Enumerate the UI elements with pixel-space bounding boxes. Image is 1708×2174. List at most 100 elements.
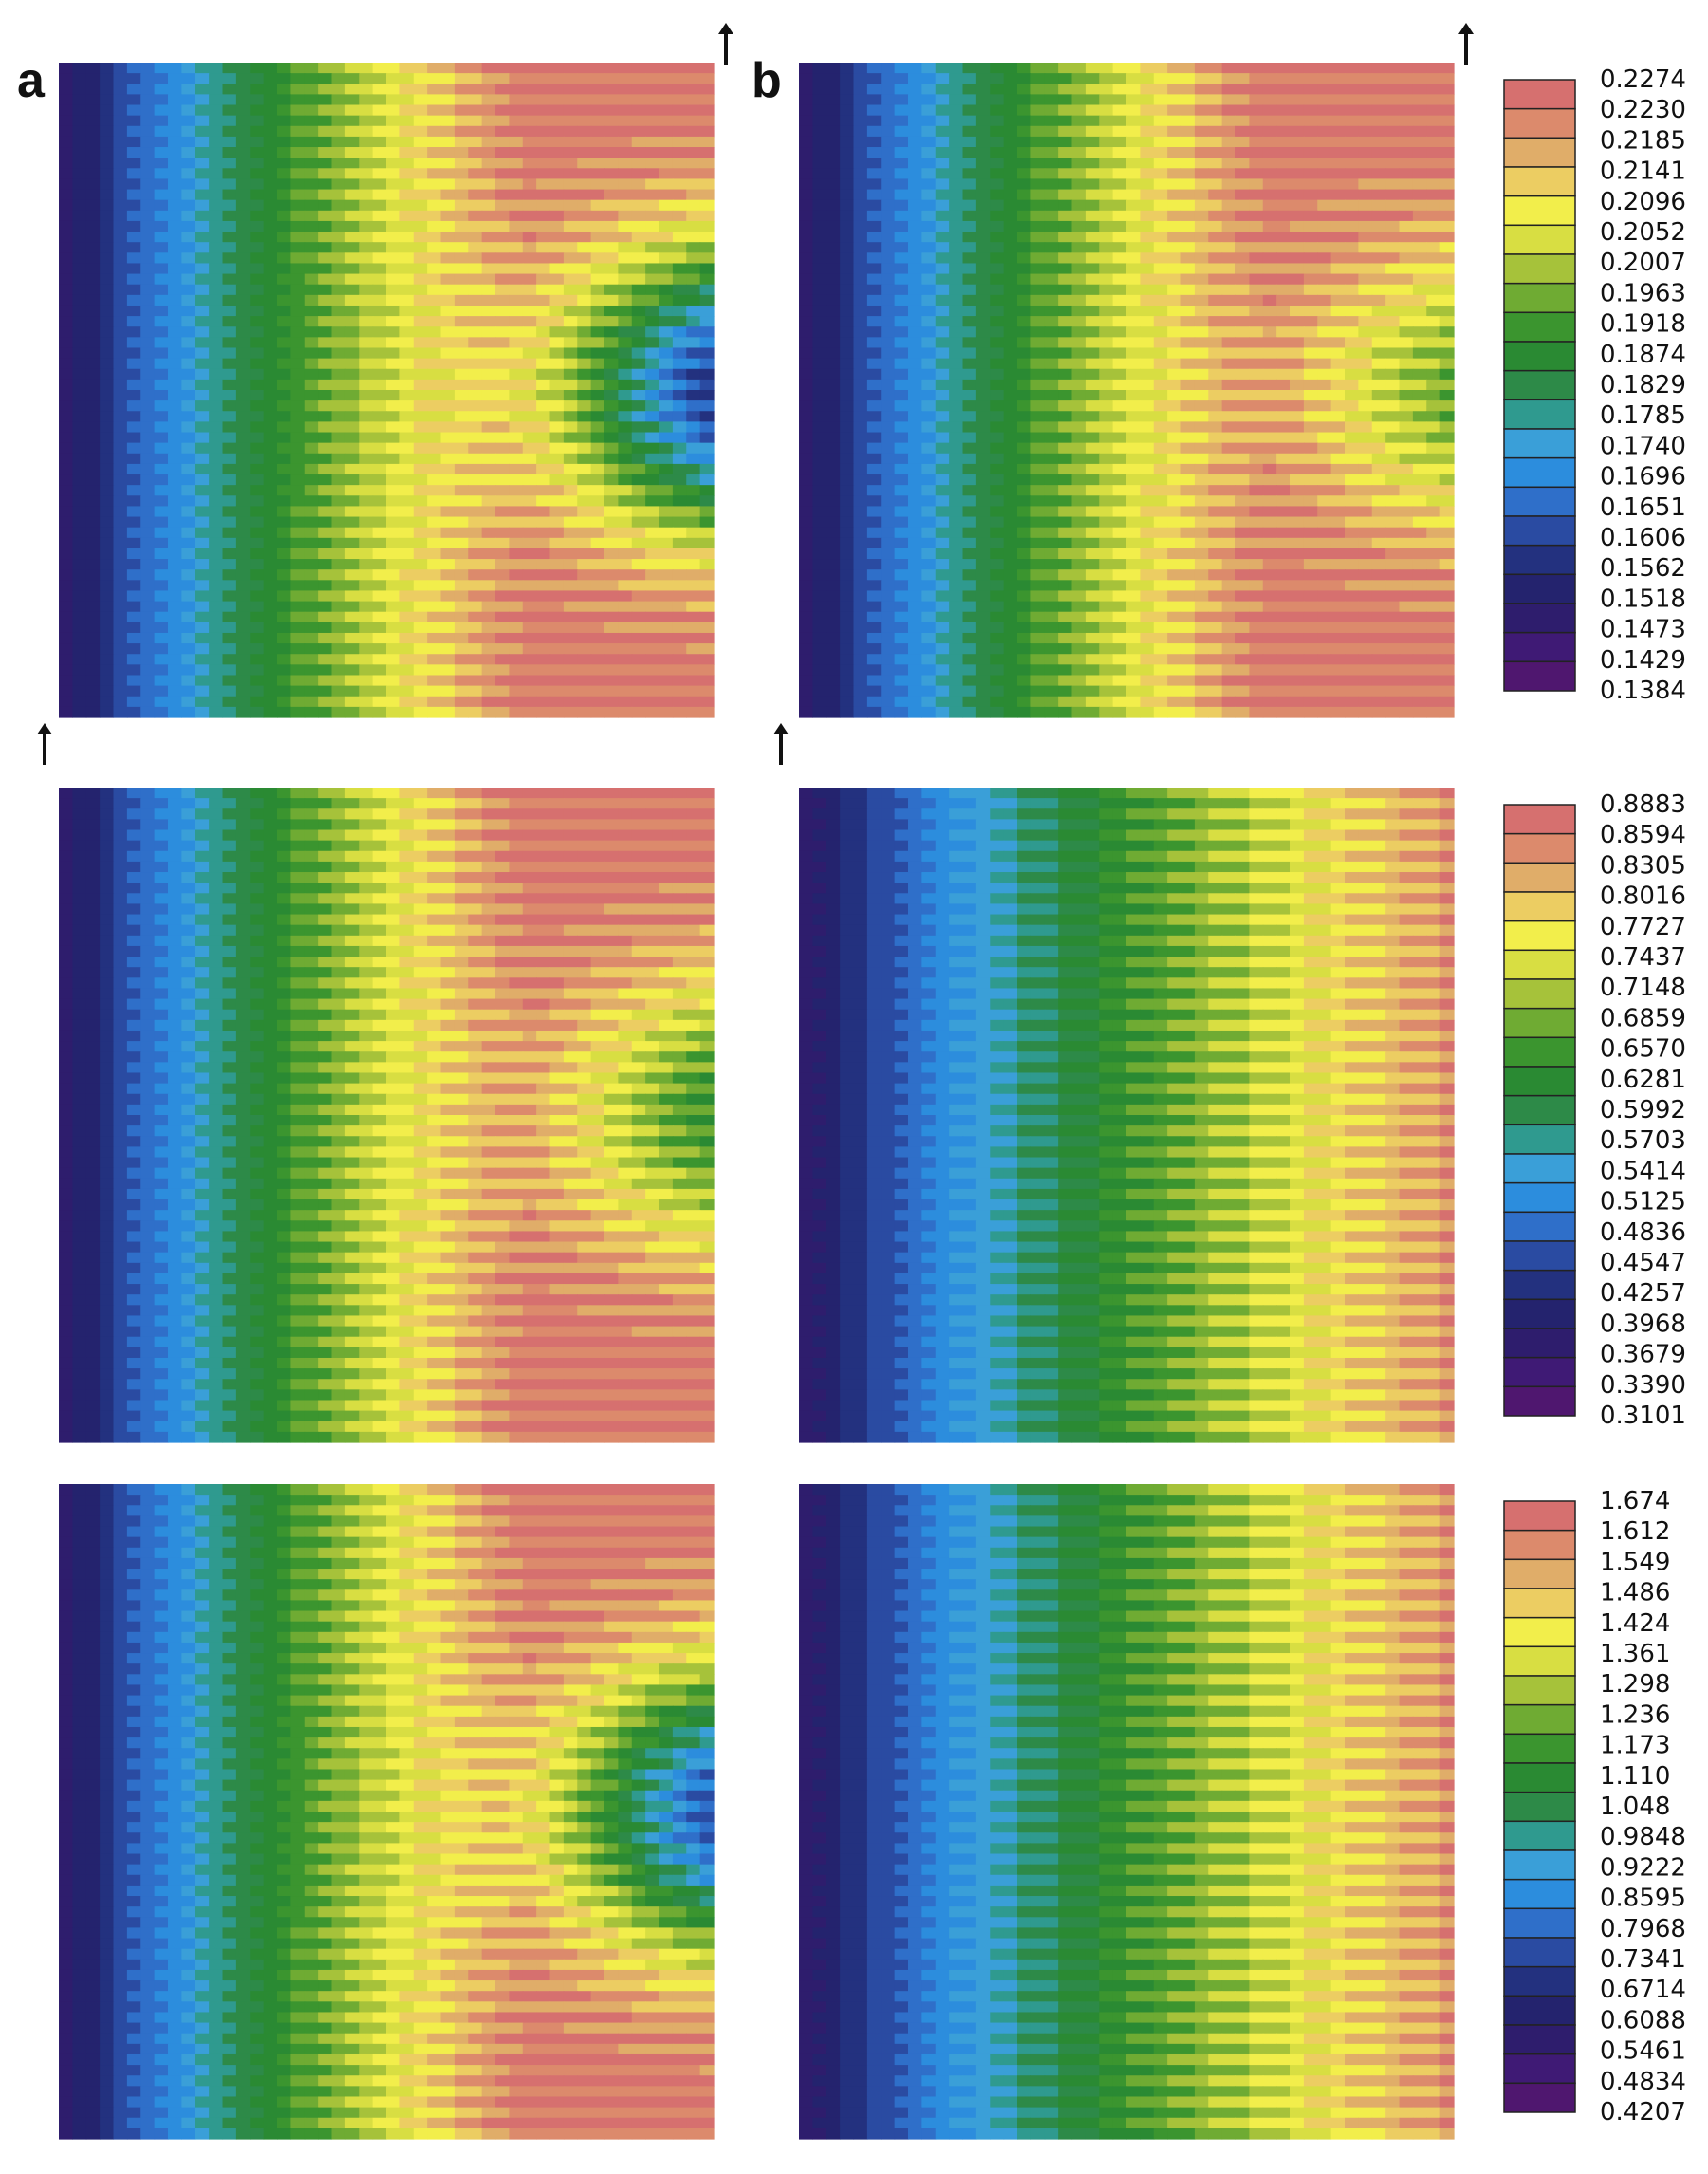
heatmap-cell [1385,305,1401,317]
heatmap-cell [577,379,592,391]
heatmap-cell [126,654,141,665]
heatmap-cell [1249,485,1264,496]
heatmap-cell [344,199,360,212]
heatmap-cell [990,242,1005,253]
heatmap-cell [659,104,674,117]
heatmap-cell [1140,136,1155,148]
heatmap-cell [935,94,950,106]
heatmap-cell [209,263,224,275]
heatmap-cell [509,432,524,444]
heatmap-cell [1249,136,1264,148]
heatmap-cell [549,158,565,169]
heatmap-cell [1276,474,1291,486]
heatmap-cell [386,168,400,180]
heatmap-cell [290,622,306,634]
heatmap-cell [921,305,937,317]
heatmap-cell [522,158,537,169]
heatmap-cell [304,252,319,265]
heatmap-cell [536,527,551,539]
heatmap-cell [85,432,101,444]
heatmap-cell [1044,463,1059,475]
heatmap-cell [1412,432,1427,444]
heatmap-cell [975,232,991,243]
heatmap-cell [894,189,909,201]
heatmap-cell [1412,347,1427,360]
heatmap-cell [1439,115,1455,127]
heatmap-cell [990,421,1005,434]
heatmap-cell [1249,326,1264,338]
heatmap-cell [59,516,73,529]
heatmap-cell [250,696,265,708]
heatmap-cell [495,284,510,296]
heatmap-cell [372,273,387,286]
heatmap-cell [126,326,141,338]
heatmap-cell [1099,125,1114,138]
heatmap-cell [250,326,265,338]
heatmap-cell [975,220,991,232]
heatmap-cell [277,94,291,106]
heatmap-cell [990,358,1005,370]
heatmap-cell [1085,358,1100,370]
heatmap-cell [1358,125,1373,138]
heatmap-cell [277,326,291,338]
heatmap-cell [359,569,374,581]
heatmap-cell [222,316,237,327]
heatmap-panel [799,63,1455,718]
heatmap-cell [522,400,537,412]
heatmap-cell [1071,115,1086,127]
heatmap-cell [290,474,306,486]
heatmap-cell [344,178,360,191]
heatmap-cell [222,664,237,677]
heatmap-cell [399,337,415,349]
heatmap-cell [85,305,101,317]
heatmap-cell [1112,411,1127,422]
heatmap-cell [686,316,701,327]
heatmap-cell [454,474,469,486]
heatmap-cell [1385,368,1401,381]
heatmap-cell [495,158,510,169]
heatmap-cell [645,654,660,665]
heatmap-cell [1412,390,1427,401]
heatmap-cell [1180,242,1196,253]
heatmap-cell [604,73,619,84]
heatmap-cell [1194,189,1209,201]
heatmap-cell [277,115,291,127]
heatmap-cell [126,125,141,138]
heatmap-cell [195,104,210,117]
heatmap-cell [840,199,855,212]
heatmap-cell [1208,400,1223,412]
heatmap-cell [921,358,937,370]
heatmap-cell [495,421,510,434]
heatmap-cell [549,125,565,138]
heatmap-cell [222,643,237,655]
heatmap-cell [659,94,674,106]
heatmap-cell [250,147,265,158]
heatmap-cell [894,411,909,422]
heatmap-cell [1358,474,1373,486]
heatmap-cell [235,294,251,307]
heatmap-cell [536,516,551,529]
heatmap-cell [304,622,319,634]
heatmap-cell [949,252,964,265]
heatmap-cell [590,601,605,613]
heatmap-cell [1140,220,1155,232]
heatmap-cell [949,263,964,275]
heatmap-cell [1003,158,1018,169]
heatmap-cell [975,347,991,360]
heatmap-cell [468,474,483,486]
heatmap-cell [427,379,442,391]
heatmap-cell [468,263,483,275]
heatmap-cell [590,495,605,508]
heatmap-cell [85,125,101,138]
heatmap-cell [881,115,896,127]
heatmap-cell [618,252,633,265]
heatmap-cell [1303,220,1318,232]
heatmap-cell [59,379,73,391]
heatmap-cell [154,294,169,307]
heatmap-cell [590,506,605,518]
heatmap-cell [645,147,660,158]
heatmap-cell [263,326,278,338]
heatmap-cell [866,94,882,106]
heatmap-cell [386,495,400,508]
heatmap-cell [154,516,169,529]
